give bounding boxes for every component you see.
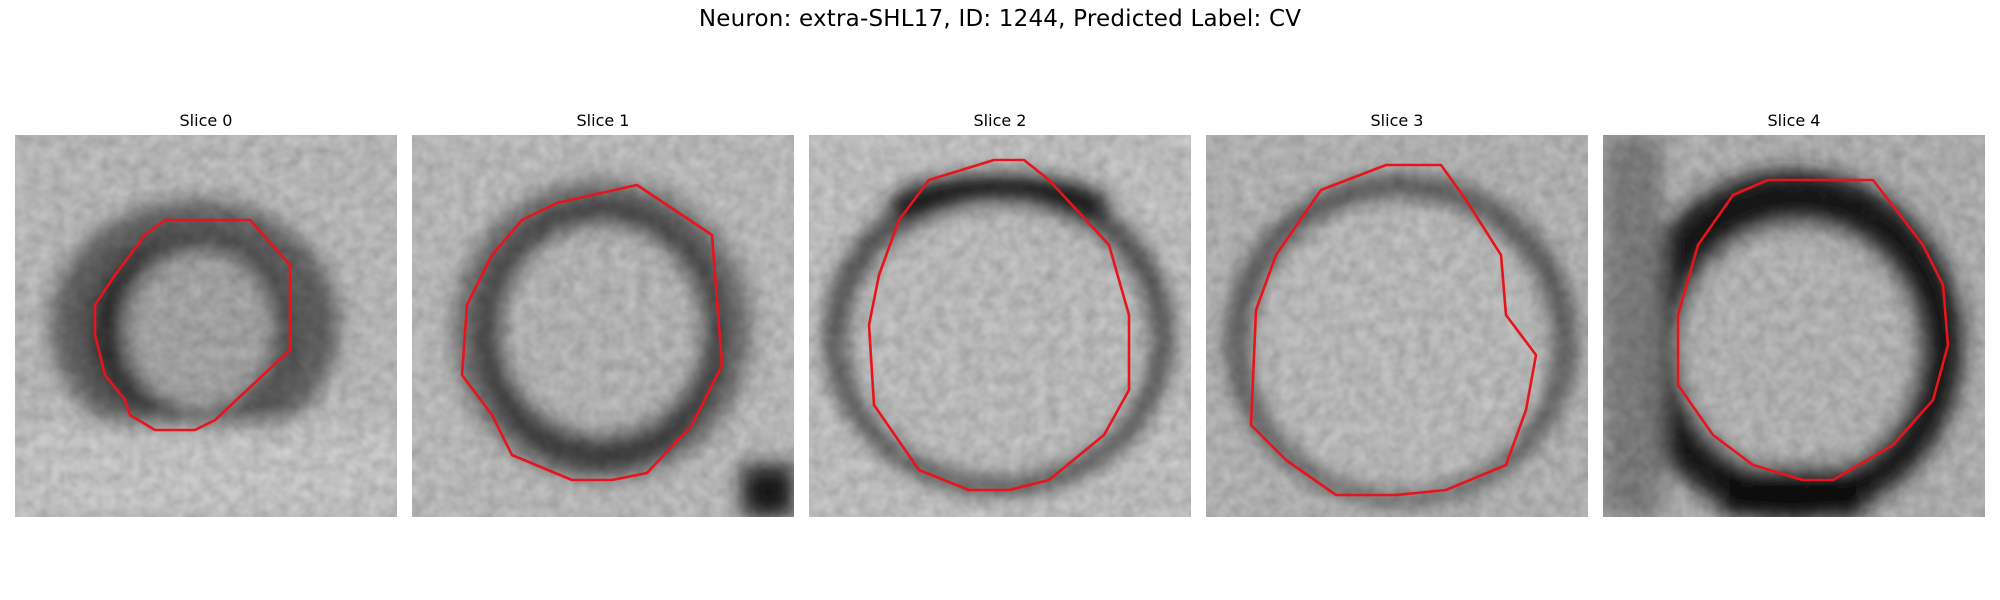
figure-title: Neuron: extra-SHL17, ID: 1244, Predicted… [698,6,1302,32]
slice-panel-1: Slice 1 [412,110,794,517]
contour-2 [867,158,1131,492]
slice-title-2: Slice 2 [973,111,1027,130]
slice-image-0 [15,135,397,517]
slice-panel-2: Slice 2 [809,110,1191,517]
slice-panel-0: Slice 0 [15,110,397,517]
slice-image-4 [1603,135,1985,517]
slice-title-0: Slice 0 [179,111,233,130]
contour-4 [1676,178,1950,482]
slice-title-4: Slice 4 [1767,111,1821,130]
slice-panel-4: Slice 4 [1603,110,1985,517]
slice-image-2 [809,135,1191,517]
contour-0 [93,218,292,432]
slice-title-3: Slice 3 [1370,111,1424,130]
slice-image-3 [1206,135,1588,517]
slice-title-1: Slice 1 [576,111,630,130]
slice-image-1 [412,135,794,517]
contour-3 [1249,163,1538,497]
contour-1 [460,183,724,482]
slice-panel-3: Slice 3 [1206,110,1588,517]
